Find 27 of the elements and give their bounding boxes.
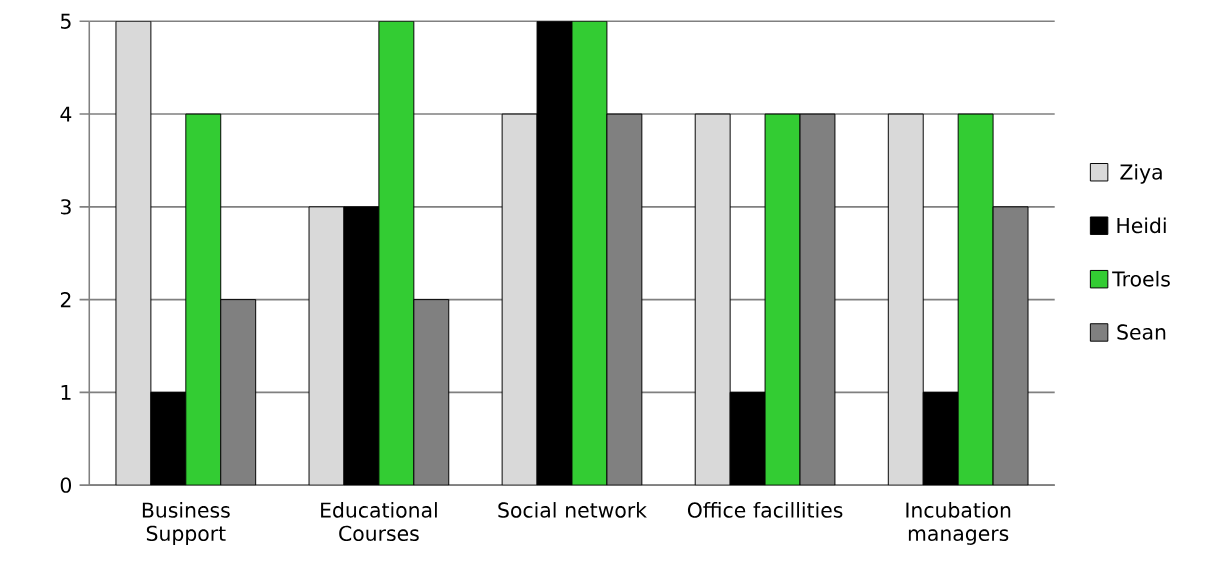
bar	[378, 21, 415, 486]
bar	[185, 113, 222, 486]
x-tick-label: Business Support	[142, 502, 230, 546]
bar	[502, 114, 538, 486]
legend-label: Troels	[1112, 271, 1170, 287]
bar	[571, 21, 607, 486]
legend-label: Ziya	[1120, 164, 1162, 184]
bar	[799, 113, 836, 486]
bar	[887, 113, 924, 486]
x-tick-label: Office facillities	[687, 502, 843, 518]
bar	[694, 113, 731, 486]
legend-label: Sean	[1117, 324, 1166, 340]
bar	[764, 113, 801, 486]
bar	[115, 21, 152, 486]
y-tick-label: 5	[61, 13, 71, 30]
y-tick-label: 0	[60, 477, 72, 494]
bar	[957, 113, 994, 486]
bar	[992, 206, 1029, 486]
y-tick-label: 3	[60, 199, 71, 215]
y-tick-label: 2	[60, 292, 71, 308]
x-tick-label: Incubation managers	[906, 502, 1011, 546]
bar	[308, 206, 345, 486]
y-tick-label: 4	[60, 106, 72, 122]
x-tick-label: Educational Courses	[321, 502, 437, 542]
y-tick-label: 1	[61, 385, 71, 401]
x-tick-label: Social network	[498, 502, 647, 518]
legend-label: Heidi	[1117, 217, 1166, 234]
